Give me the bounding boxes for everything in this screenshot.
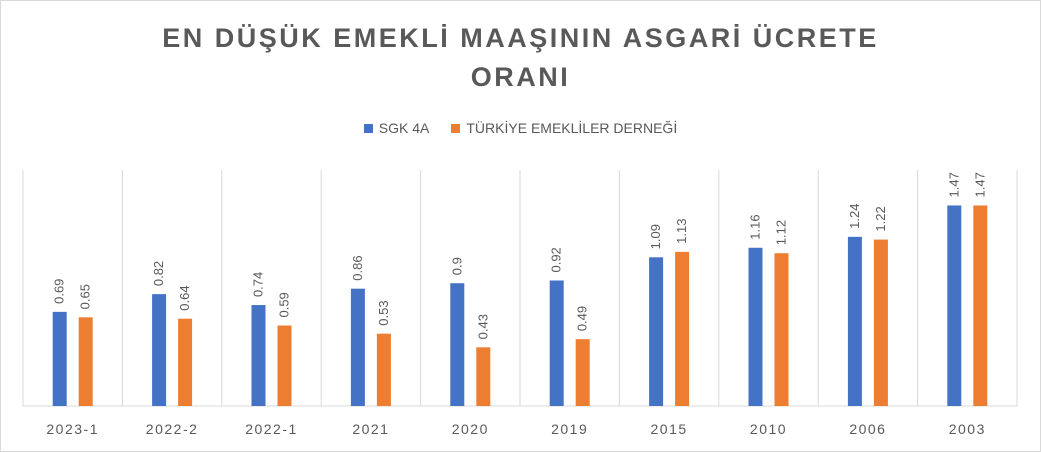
x-tick-label: 2021 bbox=[352, 421, 389, 437]
bar-series-1 bbox=[152, 294, 167, 406]
legend-swatch-series-2 bbox=[451, 123, 461, 133]
bar-series-1 bbox=[350, 288, 365, 406]
bar-series-1 bbox=[549, 280, 564, 406]
data-label-series-1: 0.69 bbox=[52, 279, 67, 304]
data-label-series-2: 0.43 bbox=[475, 314, 490, 339]
legend-item-series-1: SGK 4A bbox=[363, 120, 430, 136]
data-label-series-1: 1.24 bbox=[847, 204, 862, 229]
bar-series-2 bbox=[277, 325, 292, 406]
data-label-series-2: 0.53 bbox=[376, 300, 391, 325]
x-tick-label: 2003 bbox=[949, 421, 986, 437]
data-label-series-1: 0.92 bbox=[549, 247, 564, 272]
data-label-series-2: 0.59 bbox=[277, 292, 292, 317]
bar-series-1 bbox=[251, 305, 266, 406]
x-tick-label: 2020 bbox=[452, 421, 489, 437]
bar-series-1 bbox=[947, 205, 962, 406]
chart-title-line-1: EN DÜŞÜK EMEKLİ MAAŞININ ASGARİ ÜCRETE bbox=[162, 23, 879, 53]
data-label-series-2: 0.65 bbox=[78, 284, 93, 309]
data-label-series-2: 1.12 bbox=[774, 220, 789, 245]
bar-series-1 bbox=[649, 257, 664, 406]
bar-series-2 bbox=[973, 205, 988, 406]
data-label-series-1: 0.9 bbox=[449, 257, 464, 275]
bar-series-1 bbox=[450, 283, 465, 406]
data-label-series-2: 0.64 bbox=[177, 285, 192, 310]
legend-item-series-2: TÜRKİYE EMEKLİLER DERNEĞİ bbox=[451, 120, 677, 136]
data-label-series-1: 1.09 bbox=[648, 224, 663, 249]
bar-series-2 bbox=[575, 339, 590, 406]
x-tick-label: 2015 bbox=[651, 421, 688, 437]
legend-label-series-2: TÜRKİYE EMEKLİLER DERNEĞİ bbox=[466, 120, 678, 136]
bar-series-2 bbox=[78, 317, 93, 406]
bar-series-1 bbox=[847, 236, 862, 406]
legend: SGK 4A TÜRKİYE EMEKLİLER DERNEĞİ bbox=[0, 120, 1041, 136]
x-tick-label: 2023-1 bbox=[46, 421, 99, 437]
bar-series-2 bbox=[675, 251, 690, 406]
x-tick-label: 2022-2 bbox=[146, 421, 199, 437]
data-label-series-1: 0.86 bbox=[350, 255, 365, 280]
data-label-series-2: 1.13 bbox=[674, 219, 689, 244]
data-label-series-2: 0.49 bbox=[575, 306, 590, 331]
data-label-series-1: 1.16 bbox=[748, 214, 763, 239]
bar-series-2 bbox=[873, 239, 888, 406]
data-label-series-2: 1.47 bbox=[972, 172, 987, 197]
bar-series-1 bbox=[52, 311, 67, 406]
data-label-series-1: 1.47 bbox=[946, 172, 961, 197]
bar-series-2 bbox=[774, 253, 789, 406]
x-tick-label: 2006 bbox=[849, 421, 886, 437]
x-tick-label: 2010 bbox=[750, 421, 787, 437]
legend-label-series-1: SGK 4A bbox=[378, 120, 430, 136]
legend-swatch-series-1 bbox=[363, 123, 373, 133]
x-tick-label: 2022-1 bbox=[245, 421, 298, 437]
data-label-series-1: 0.74 bbox=[251, 272, 266, 297]
x-tick-label: 2019 bbox=[551, 421, 588, 437]
chart-title-line-2: ORANI bbox=[470, 62, 571, 92]
bar-series-2 bbox=[476, 347, 491, 406]
data-label-series-1: 0.82 bbox=[151, 261, 166, 286]
bar-series-2 bbox=[376, 333, 391, 406]
bar-series-2 bbox=[178, 318, 193, 406]
data-label-series-2: 1.22 bbox=[873, 206, 888, 231]
bar-series-1 bbox=[748, 247, 763, 406]
